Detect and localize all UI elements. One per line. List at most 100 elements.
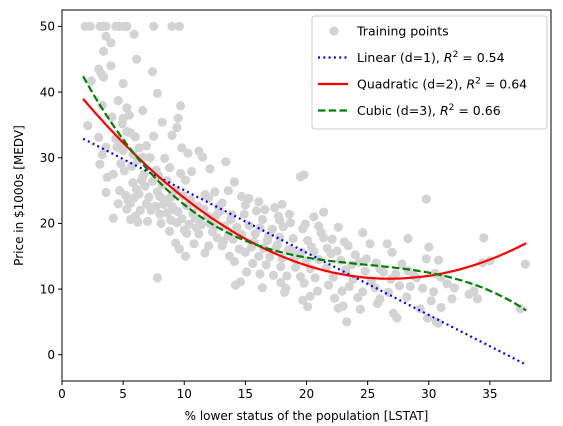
data-point	[130, 132, 140, 142]
data-point	[322, 243, 332, 253]
x-tick-label: 20	[299, 387, 314, 401]
data-point	[405, 281, 415, 291]
data-point	[372, 298, 382, 309]
data-point	[479, 233, 489, 243]
data-point	[166, 215, 176, 225]
y-tick-label: 10	[40, 282, 55, 296]
data-point	[169, 205, 180, 215]
data-point	[370, 283, 380, 293]
data-point	[429, 287, 439, 297]
data-point	[118, 78, 128, 89]
data-point	[270, 203, 280, 213]
x-tick-label: 30	[421, 387, 436, 401]
data-point	[116, 159, 126, 169]
data-point	[415, 304, 425, 314]
data-point	[333, 303, 343, 313]
data-point	[343, 241, 353, 251]
data-point	[117, 119, 127, 129]
data-point	[113, 199, 123, 209]
data-point	[306, 242, 316, 252]
data-point	[161, 195, 171, 205]
data-point	[342, 317, 352, 327]
y-tick-label: 20	[40, 217, 55, 231]
data-point	[250, 229, 260, 239]
data-point	[229, 256, 239, 267]
data-point	[353, 293, 363, 303]
data-point	[108, 213, 118, 223]
data-point	[156, 218, 166, 228]
data-point	[447, 294, 457, 304]
data-point	[172, 122, 182, 133]
data-point	[102, 172, 112, 182]
data-point	[449, 283, 459, 293]
data-point	[257, 214, 268, 225]
data-point	[286, 218, 296, 228]
legend: Training points Linear (d=1), R2 = 0.54 Qu…	[311, 15, 548, 130]
data-point	[165, 163, 175, 173]
data-point	[403, 233, 413, 244]
data-point	[229, 177, 239, 187]
data-point	[194, 146, 204, 156]
data-point	[299, 278, 309, 288]
data-point	[328, 272, 338, 282]
data-point	[83, 121, 93, 131]
data-point	[122, 204, 132, 214]
data-point	[127, 161, 137, 171]
data-point	[180, 251, 191, 261]
data-point	[323, 280, 334, 290]
data-point	[284, 209, 294, 219]
data-point	[221, 157, 231, 167]
x-tick-label: 15	[238, 387, 253, 401]
x-tick-label: 10	[177, 387, 192, 401]
data-point	[145, 153, 155, 163]
data-point	[409, 271, 419, 281]
data-point	[382, 239, 392, 249]
data-point	[365, 239, 375, 249]
data-point	[391, 269, 401, 279]
data-point	[143, 216, 153, 226]
data-point	[290, 262, 301, 272]
data-point	[244, 220, 254, 230]
data-point	[361, 254, 371, 264]
data-point	[272, 240, 282, 250]
data-point	[101, 31, 111, 41]
data-point	[333, 222, 343, 232]
data-point	[402, 292, 412, 302]
y-tick-label: 40	[40, 85, 55, 99]
data-point	[330, 293, 340, 303]
data-point	[254, 197, 264, 207]
data-point	[300, 219, 310, 229]
data-point	[106, 38, 116, 48]
data-point	[394, 281, 404, 291]
fit-line-degree-1	[82, 137, 527, 366]
data-point	[265, 252, 275, 262]
data-point	[332, 246, 342, 256]
data-point	[173, 113, 183, 123]
data-point	[210, 187, 220, 197]
x-tick-label: 25	[360, 387, 375, 401]
y-axis-label: Price in $1000s [MEDV]	[12, 125, 26, 266]
data-point	[180, 175, 191, 185]
data-point	[251, 206, 261, 216]
legend-label: Linear (d=1), R2 = 0.54	[357, 50, 505, 65]
data-point	[436, 302, 446, 313]
data-point	[303, 302, 313, 312]
data-point	[248, 258, 258, 269]
data-point	[337, 286, 347, 296]
data-point	[129, 29, 139, 39]
data-point	[268, 270, 279, 280]
data-point	[138, 105, 148, 116]
data-point	[101, 21, 111, 31]
data-point	[288, 233, 298, 244]
data-point	[177, 143, 187, 153]
data-point	[260, 205, 270, 215]
x-tick-label: 35	[482, 387, 497, 401]
data-point	[167, 21, 177, 31]
regression-lines	[82, 75, 527, 366]
data-point	[134, 143, 144, 153]
data-point	[162, 208, 172, 218]
data-point	[141, 141, 151, 151]
data-point	[232, 222, 242, 232]
data-point	[107, 112, 117, 122]
x-axis-label: % lower status of the population [LSTAT]	[185, 409, 429, 423]
